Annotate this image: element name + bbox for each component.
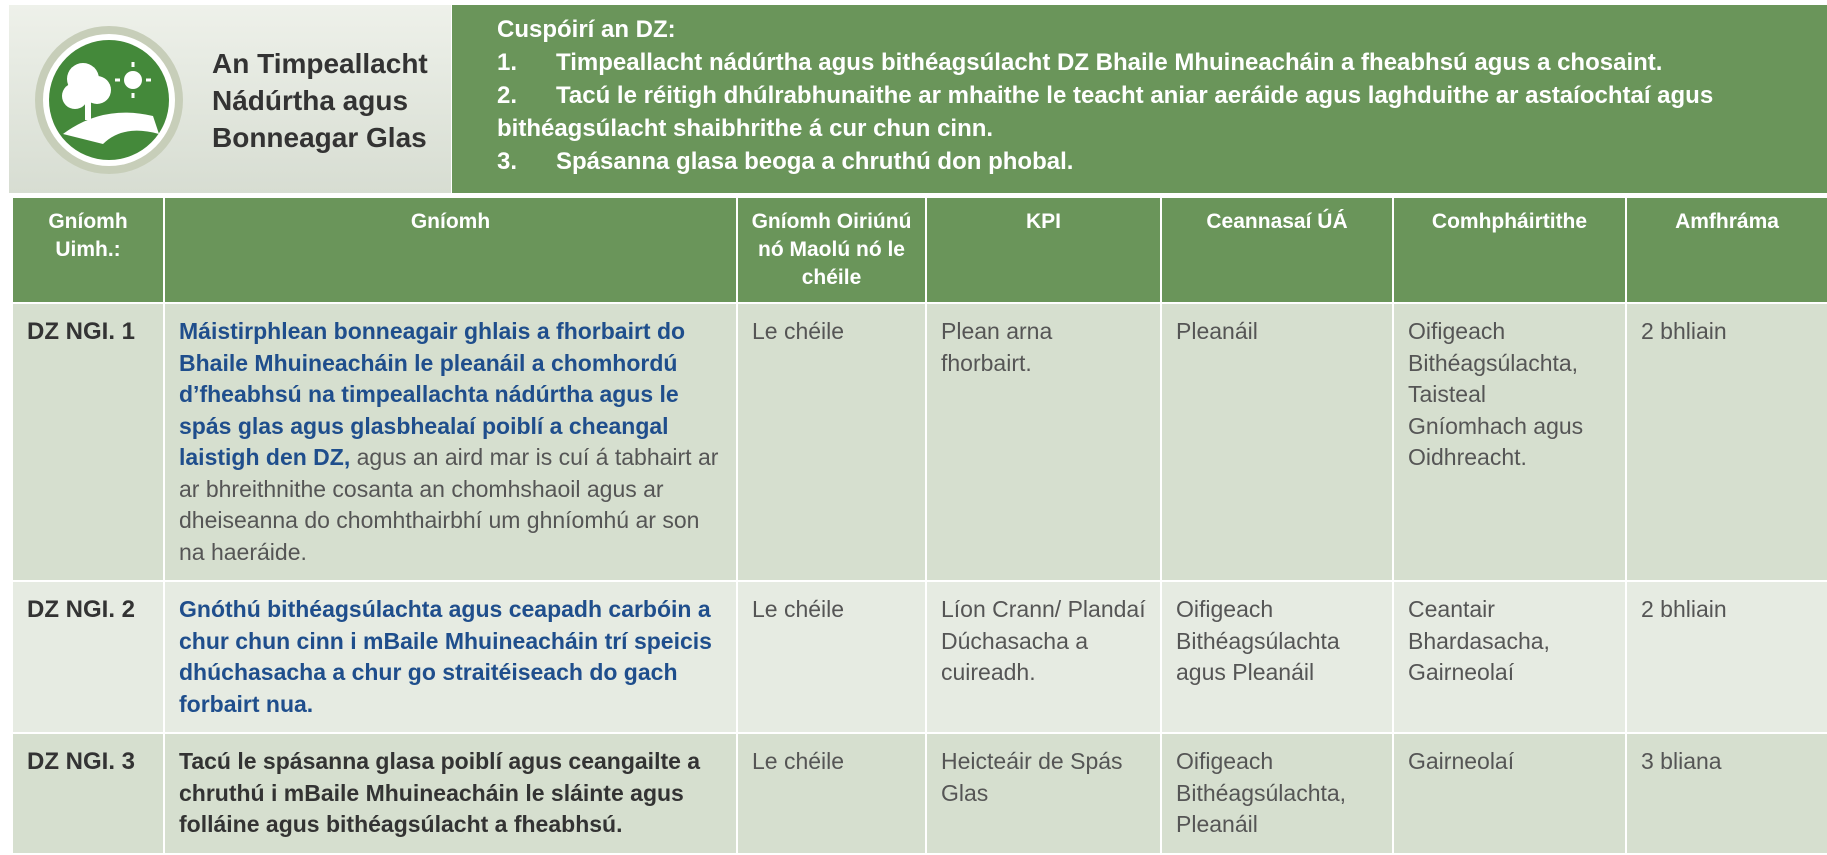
column-header: KPI — [925, 196, 1162, 304]
cell-lead: Pleanáil — [1160, 302, 1394, 582]
action-highlight: Máistirphlean bonneagair ghlais a fhorba… — [179, 318, 686, 470]
objective-number: 1. — [497, 49, 518, 76]
cell-lead: Oifigeach Bithéagsúlachta agus Pleanáil — [1160, 580, 1394, 734]
cell-timeframe: 2 bhliain — [1625, 302, 1827, 582]
cell-kpi: Líon Crann/ Plandaí Dúchasacha a cuiread… — [925, 580, 1162, 734]
objective-number: 3. — [497, 148, 518, 175]
objective-text: Timpeallacht nádúrtha agus bithéagsúlach… — [556, 49, 1663, 76]
cell-partners: Gairneolaí — [1392, 732, 1627, 855]
title-line: An Timpeallacht — [212, 48, 428, 79]
action-highlight: Gnóthú bithéagsúlachta agus ceapadh carb… — [179, 596, 712, 717]
action-description: Tacú le spásanna glasa poiblí agus ceang… — [163, 732, 738, 855]
section-title: An Timpeallacht Nádúrtha agus Bonneagar … — [212, 45, 428, 156]
cell-type: Le chéile — [736, 302, 927, 582]
action-description: Máistirphlean bonneagair ghlais a fhorba… — [163, 302, 738, 582]
title-line: Bonneagar Glas — [212, 122, 427, 153]
action-description: Gnóthú bithéagsúlachta agus ceapadh carb… — [163, 580, 738, 734]
objective: 2. Tacú le réitigh dhúlrabhunaithe ar mha… — [497, 79, 1827, 145]
action-highlight: Tacú le spásanna glasa poiblí agus ceang… — [179, 748, 701, 837]
table-row: DZ NGI. 3 Tacú le spásanna glasa poiblí a… — [11, 732, 1827, 855]
column-header: Amfhráma — [1625, 196, 1827, 304]
objectives: Cuspóirí an DZ: 1. Timpeallacht nádúrtha … — [452, 5, 1827, 193]
cell-lead: Oifigeach Bithéagsúlachta, Pleanáil — [1160, 732, 1394, 855]
objective: 3. Spásanna glasa beoga a chruthú don pho… — [497, 145, 1827, 178]
column-header: Gníomh Oiriúnú nó Maolú nó le chéile — [736, 196, 927, 304]
header-panel: An Timpeallacht Nádúrtha agus Bonneagar … — [9, 5, 451, 193]
action-id: DZ NGI. 2 — [11, 580, 165, 734]
cell-type: Le chéile — [736, 732, 927, 855]
page: An Timpeallacht Nádúrtha agus Bonneagar … — [0, 5, 1827, 855]
cell-type: Le chéile — [736, 580, 927, 734]
table-row: DZ NGI. 2 Gnóthú bithéagsúlachta agus cea… — [11, 580, 1827, 734]
objective: 1. Timpeallacht nádúrtha agus bithéagsúla… — [497, 46, 1827, 79]
objective-text: Tacú le réitigh dhúlrabhunaithe ar mhait… — [497, 82, 1714, 142]
objective-number: 2. — [497, 82, 518, 109]
header: An Timpeallacht Nádúrtha agus Bonneagar … — [0, 5, 1827, 193]
cell-kpi: Heicteáir de Spás Glas — [925, 732, 1162, 855]
column-header: Comhpháirtithe — [1392, 196, 1627, 304]
action-id: DZ NGI. 3 — [11, 732, 165, 855]
logo — [35, 26, 183, 174]
action-detail: agus an aird mar is cuí á tabhairt ar ar… — [179, 444, 719, 565]
column-header: Gníomh Uimh.: — [11, 196, 165, 304]
column-header: Ceannasaí ÚÁ — [1160, 196, 1394, 304]
header-row: Gníomh Uimh.: Gníomh Gníomh Oiriúnú nó Mao… — [11, 196, 1827, 304]
objectives-title: Cuspóirí an DZ: — [497, 16, 676, 43]
column-header: Gníomh — [163, 196, 738, 304]
title-line: Nádúrtha agus — [212, 85, 409, 116]
action-id: DZ NGI. 1 — [11, 302, 165, 582]
cell-partners: Oifigeach Bithéagsúlachta, Taisteal Gnío… — [1392, 302, 1627, 582]
cell-timeframe: 3 bliana — [1625, 732, 1827, 855]
cell-partners: Ceantair Bhardasacha, Gairneolaí — [1392, 580, 1627, 734]
table-row: DZ NGI. 1 Máistirphlean bonneagair ghlais… — [11, 302, 1827, 582]
cell-kpi: Plean arna fhorbairt. — [925, 302, 1162, 582]
cell-timeframe: 2 bhliain — [1625, 580, 1827, 734]
actions-table: Gníomh Uimh.: Gníomh Gníomh Oiriúnú nó Mao… — [11, 196, 1827, 855]
objective-text: Spásanna glasa beoga a chruthú don phoba… — [556, 148, 1074, 175]
